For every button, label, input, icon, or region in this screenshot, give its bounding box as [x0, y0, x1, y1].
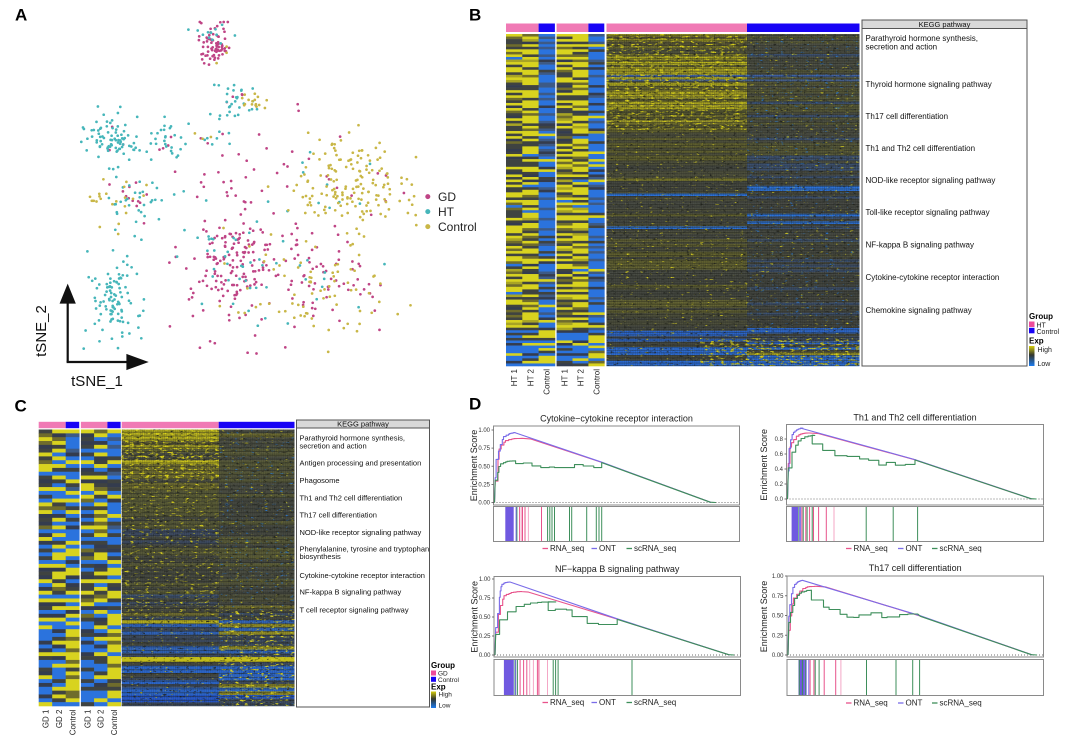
svg-text:0.2: 0.2: [775, 482, 784, 488]
svg-text:Th17 cell differentiation: Th17 cell differentiation: [300, 511, 377, 520]
svg-text:KEGG pathway: KEGG pathway: [337, 420, 389, 429]
svg-text:RNA_seq: RNA_seq: [550, 544, 584, 553]
svg-text:Low: Low: [1038, 361, 1052, 368]
svg-text:Exp: Exp: [431, 683, 446, 692]
svg-text:0.4: 0.4: [775, 467, 784, 473]
svg-text:Thyroid hormone signaling path: Thyroid hormone signaling pathway: [866, 80, 992, 89]
svg-text:Control: Control: [593, 369, 602, 395]
svg-text:ONT: ONT: [906, 544, 923, 553]
svg-text:Exp: Exp: [1029, 337, 1044, 346]
svg-text:HT 2: HT 2: [527, 368, 536, 386]
svg-text:HT 2: HT 2: [577, 368, 586, 386]
svg-text:KEGG pathway: KEGG pathway: [919, 20, 971, 29]
svg-text:Phagosome: Phagosome: [300, 476, 340, 485]
svg-text:0.00: 0.00: [478, 501, 490, 507]
svg-text:NF-kappa B signaling pathway: NF-kappa B signaling pathway: [300, 588, 402, 597]
svg-text:scRNA_seq: scRNA_seq: [634, 698, 676, 707]
svg-text:Th17 cell differentiation: Th17 cell differentiation: [866, 112, 949, 121]
svg-text:1.00: 1.00: [478, 428, 490, 434]
svg-text:Cytokine−cytokine receptor int: Cytokine−cytokine receptor interaction: [540, 414, 693, 424]
svg-text:Control: Control: [438, 677, 460, 684]
svg-text:A: A: [15, 6, 27, 25]
svg-text:0.50: 0.50: [478, 464, 490, 470]
svg-text:scRNA_seq: scRNA_seq: [634, 544, 676, 553]
svg-text:Low: Low: [439, 703, 451, 710]
svg-text:0.50: 0.50: [772, 614, 784, 620]
svg-text:Cytokine-cytokine receptor int: Cytokine-cytokine receptor interaction: [866, 273, 1000, 282]
svg-text:1.00: 1.00: [479, 577, 491, 583]
svg-text:secretion and action: secretion and action: [300, 442, 367, 451]
svg-text:Th1 and Th2 cell differentiati: Th1 and Th2 cell differentiation: [866, 144, 976, 153]
svg-text:Enrichment Score: Enrichment Score: [759, 429, 769, 501]
svg-text:0.25: 0.25: [478, 483, 490, 489]
svg-text:Control: Control: [110, 709, 119, 735]
svg-text:High: High: [1038, 347, 1053, 354]
svg-text:0.00: 0.00: [479, 653, 491, 659]
svg-text:Group: Group: [431, 661, 455, 670]
svg-text:Antigen processing and present: Antigen processing and presentation: [300, 459, 422, 468]
svg-text:Cytokine-cytokine receptor int: Cytokine-cytokine receptor interaction: [300, 571, 425, 580]
svg-text:Toll-like receptor signaling p: Toll-like receptor signaling pathway: [866, 208, 990, 217]
svg-text:0.25: 0.25: [479, 634, 491, 640]
svg-text:T cell receptor signaling path: T cell receptor signaling pathway: [300, 606, 409, 615]
svg-text:1.00: 1.00: [772, 574, 784, 580]
svg-text:HT: HT: [1037, 323, 1047, 330]
svg-text:ONT: ONT: [599, 698, 616, 707]
svg-text:High: High: [439, 692, 453, 699]
svg-text:RNA_seq: RNA_seq: [854, 699, 888, 708]
svg-text:0.75: 0.75: [479, 596, 491, 602]
svg-text:NOD-like receptor signaling pa: NOD-like receptor signaling pathway: [300, 528, 422, 537]
svg-text:0.00: 0.00: [772, 653, 784, 659]
svg-text:D: D: [469, 395, 481, 414]
svg-text:0.25: 0.25: [772, 633, 784, 639]
svg-text:NOD-like receptor signaling pa: NOD-like receptor signaling pathway: [866, 176, 996, 185]
svg-text:Control: Control: [438, 220, 477, 234]
svg-text:scRNA_seq: scRNA_seq: [940, 544, 982, 553]
svg-text:Parathyroid hormone synthesis,: Parathyroid hormone synthesis,: [300, 434, 405, 443]
svg-text:NF−kappa B signaling pathway: NF−kappa B signaling pathway: [555, 564, 680, 574]
svg-text:0.50: 0.50: [479, 615, 491, 621]
svg-text:Th17 cell differentiation: Th17 cell differentiation: [869, 563, 962, 573]
svg-text:GD 1: GD 1: [84, 709, 93, 728]
svg-text:Control: Control: [543, 369, 552, 395]
svg-text:Control: Control: [1037, 329, 1060, 336]
svg-text:tSNE_1: tSNE_1: [71, 373, 123, 390]
svg-text:GD 2: GD 2: [97, 709, 106, 728]
svg-text:0.75: 0.75: [772, 594, 784, 600]
svg-text:RNA_seq: RNA_seq: [854, 544, 888, 553]
svg-text:NF-kappa B signaling pathway: NF-kappa B signaling pathway: [866, 241, 975, 250]
svg-text:HT: HT: [438, 205, 455, 219]
svg-text:0.6: 0.6: [775, 452, 784, 458]
svg-text:B: B: [469, 6, 481, 25]
svg-text:scRNA_seq: scRNA_seq: [940, 699, 982, 708]
svg-text:Control: Control: [69, 709, 78, 735]
svg-text:HT 1: HT 1: [561, 368, 570, 386]
svg-text:Phenylalanine, tyrosine and tr: Phenylalanine, tyrosine and tryptophan: [300, 545, 430, 554]
svg-text:Chemokine signaling pathway: Chemokine signaling pathway: [866, 306, 972, 315]
svg-text:GD 2: GD 2: [55, 709, 64, 728]
svg-text:C: C: [15, 397, 27, 416]
svg-text:ONT: ONT: [906, 699, 923, 708]
svg-text:Parathyroid hormone synthesis,: Parathyroid hormone synthesis,: [866, 34, 979, 43]
svg-text:GD: GD: [438, 190, 456, 204]
svg-text:tSNE_2: tSNE_2: [33, 305, 50, 357]
svg-text:Enrichment Score: Enrichment Score: [759, 581, 769, 653]
svg-text:GD: GD: [438, 671, 448, 678]
svg-text:Th1 and Th2 cell differentiati: Th1 and Th2 cell differentiation: [853, 413, 976, 423]
svg-text:RNA_seq: RNA_seq: [550, 698, 584, 707]
svg-text:HT 1: HT 1: [510, 368, 519, 386]
svg-text:biosynthesis: biosynthesis: [300, 552, 342, 561]
svg-text:secretion and action: secretion and action: [866, 43, 938, 52]
svg-text:0.8: 0.8: [775, 437, 784, 443]
svg-text:Th1 and Th2 cell differentiati: Th1 and Th2 cell differentiation: [300, 494, 403, 503]
svg-text:ONT: ONT: [599, 544, 616, 553]
svg-text:Group: Group: [1029, 312, 1053, 321]
svg-text:0.0: 0.0: [775, 497, 784, 503]
svg-text:0.75: 0.75: [478, 446, 490, 452]
svg-text:GD 1: GD 1: [42, 709, 51, 728]
svg-text:Enrichment Score: Enrichment Score: [470, 581, 480, 653]
svg-text:Enrichment Score: Enrichment Score: [469, 430, 479, 502]
